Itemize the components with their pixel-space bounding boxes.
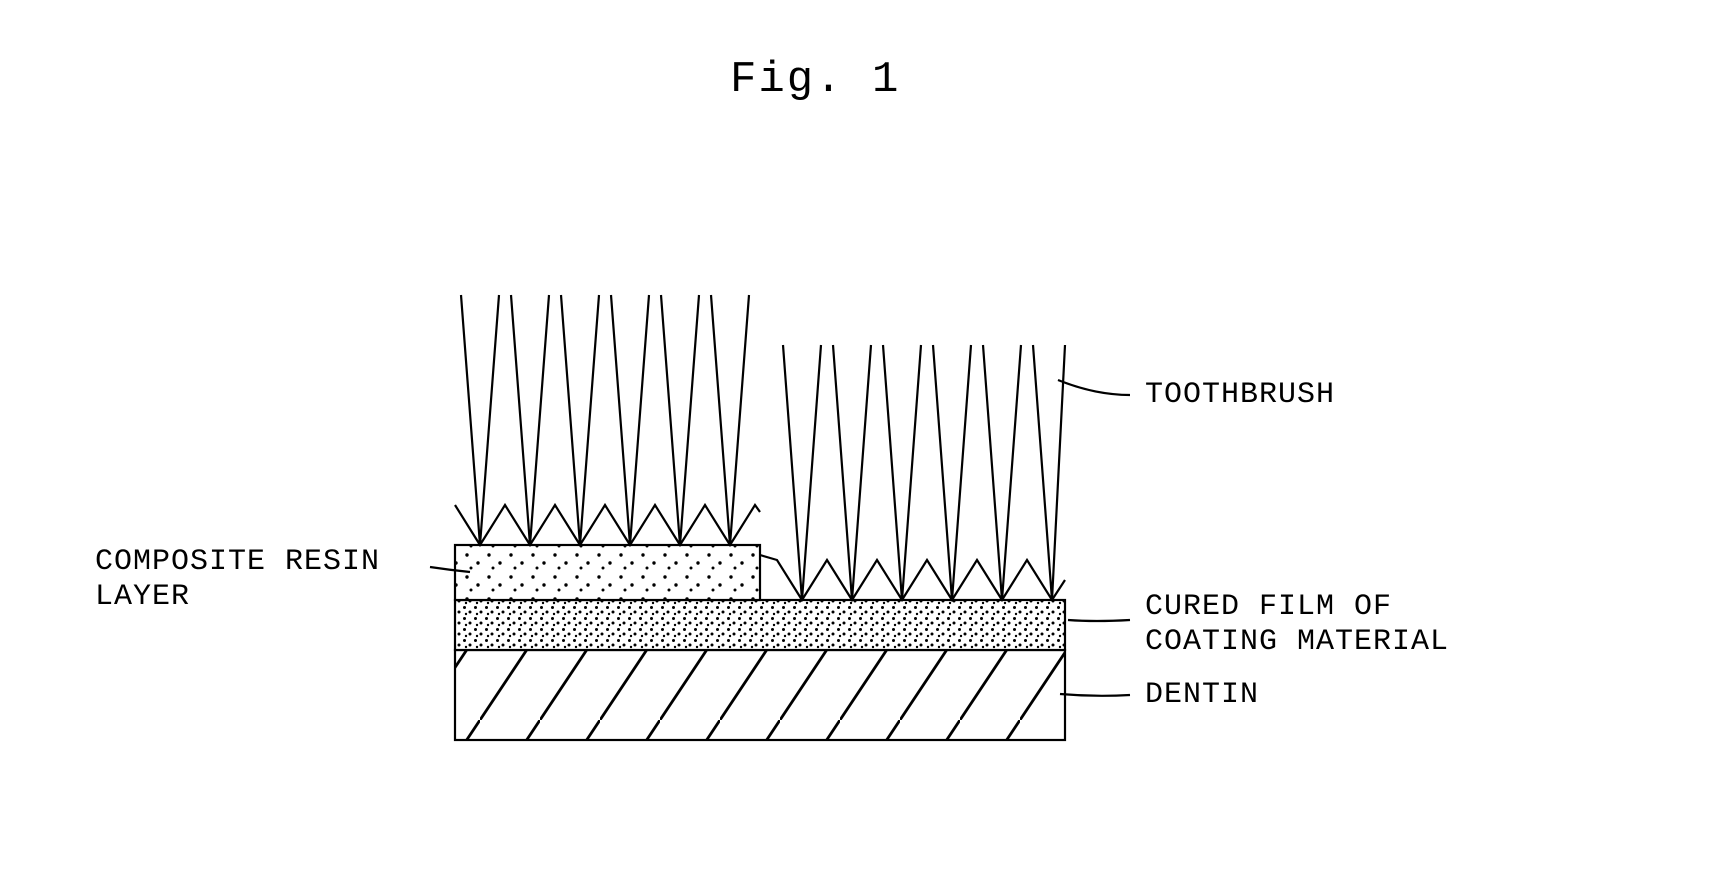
figure-svg	[0, 0, 1727, 873]
label-composite-resin: COMPOSITE RESIN LAYER	[95, 545, 380, 614]
figure-canvas: Fig. 1	[0, 0, 1727, 873]
label-dentin: DENTIN	[1145, 678, 1259, 713]
cured-film-layer	[455, 600, 1065, 650]
label-toothbrush: TOOTHBRUSH	[1145, 378, 1335, 413]
composite-resin-layer	[455, 545, 760, 600]
bristles-right-group	[760, 345, 1065, 600]
label-cured-film: CURED FILM OF COATING MATERIAL	[1145, 590, 1449, 659]
dentin-layer	[455, 650, 1065, 740]
bristles-left-group	[455, 295, 760, 545]
